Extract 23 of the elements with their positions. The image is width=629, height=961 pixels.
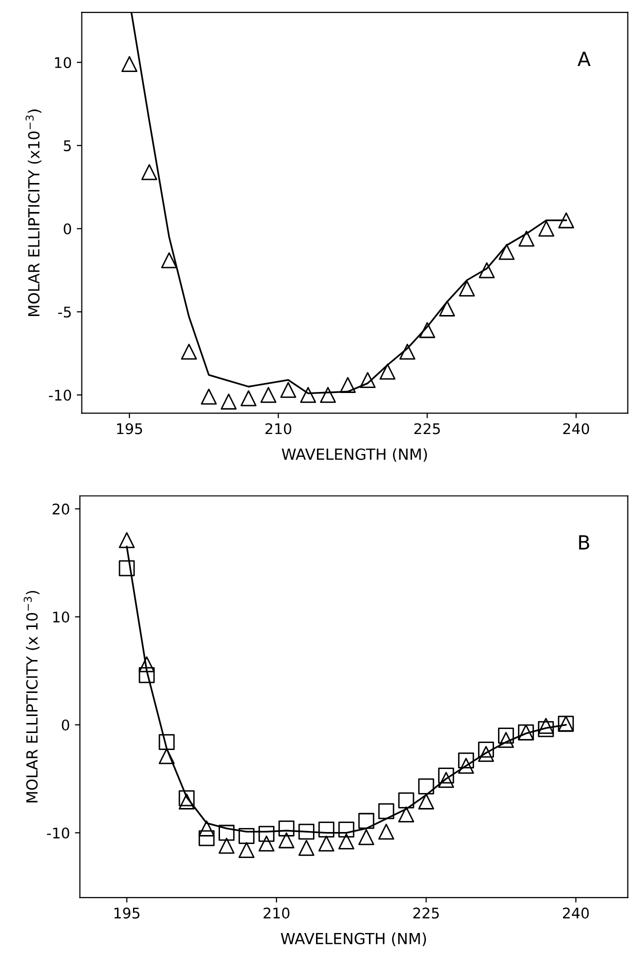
y-tick-label: 0 — [62, 720, 70, 731]
x-tick-label: 240 — [563, 908, 589, 919]
y-tick-label: 10 — [55, 57, 72, 68]
annotation: A — [578, 52, 591, 66]
x-tick-label: 210 — [264, 908, 290, 919]
y-tick-label: -5 — [58, 306, 71, 318]
x-tick-label: 225 — [414, 423, 440, 434]
x-axis-title: WAVELENGTH (NM) — [282, 448, 427, 462]
y-tick-label: -10 — [47, 828, 70, 839]
y-tick-label: 0 — [64, 223, 72, 234]
x-axis-title: WAVELENGTH (NM) — [280, 932, 426, 946]
y-tick-label: -10 — [48, 390, 72, 401]
y-axis-title: MOLAR ELLIPTICITY (x 10$^{−3}$) — [24, 590, 40, 802]
annotation: B — [579, 535, 590, 550]
x-tick-label: 195 — [117, 423, 142, 434]
x-tick-label: 240 — [563, 423, 590, 434]
y-axis-title: MOLAR ELLIPTICITY (x10$^{−3}$) — [26, 110, 42, 316]
y-tick-label: 20 — [52, 504, 70, 515]
x-tick-label: 225 — [413, 908, 439, 919]
y-tick-label: 5 — [64, 140, 71, 152]
y-tick-label: 10 — [53, 612, 70, 623]
x-tick-label: 195 — [114, 908, 140, 919]
x-tick-label: 210 — [265, 423, 292, 434]
